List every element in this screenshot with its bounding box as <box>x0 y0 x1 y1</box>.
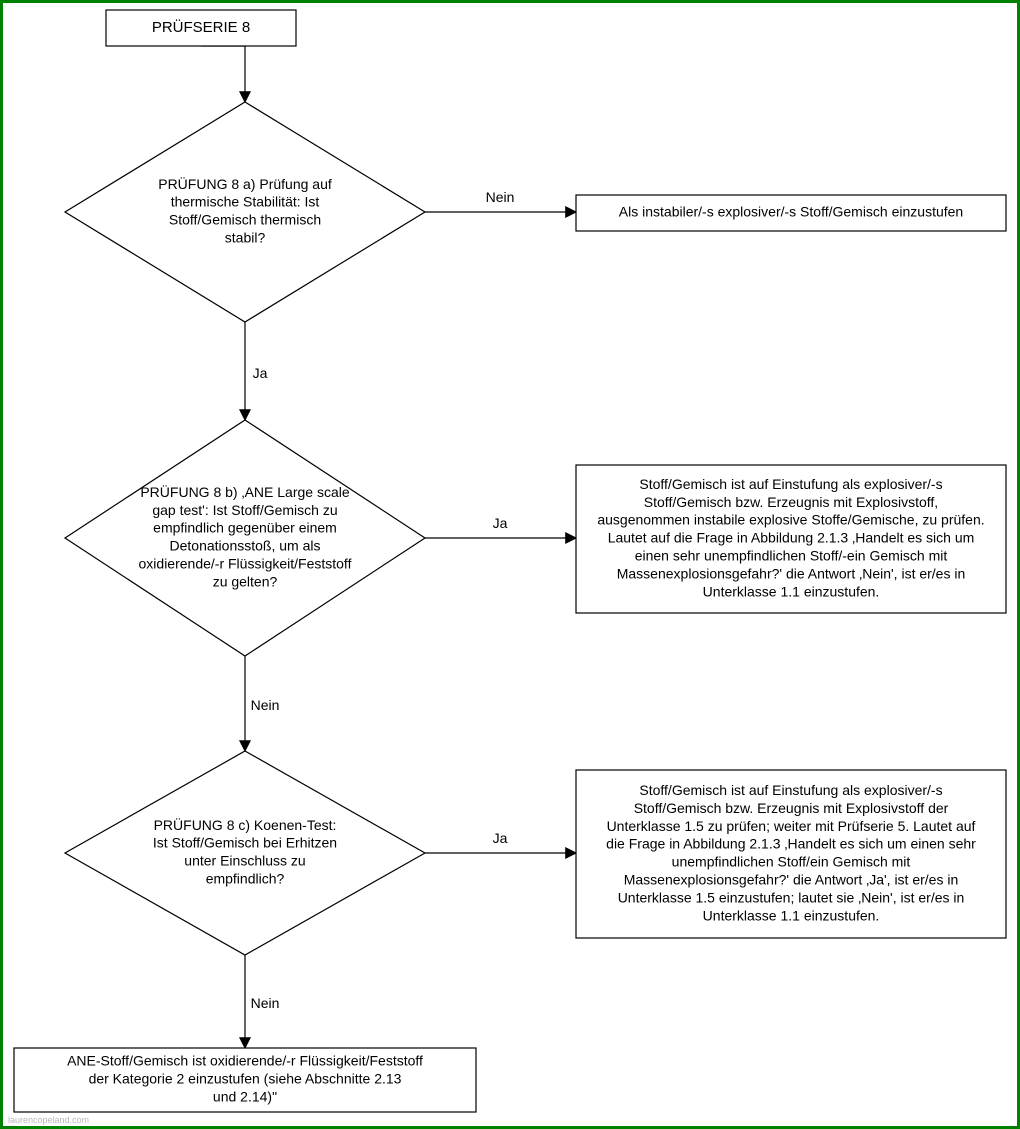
r3-line-3: die Frage in Abbildung 2.1.3 ‚Handelt es… <box>606 836 976 852</box>
end-line-0: ANE-Stoff/Gemisch ist oxidierende/-r Flü… <box>67 1053 423 1069</box>
r2-line-5: Massenexplosionsgefahr?' die Antwort ‚Ne… <box>617 565 966 581</box>
node-start: PRÜFSERIE 8 <box>106 10 296 46</box>
r3-line-0: Stoff/Gemisch ist auf Einstufung als exp… <box>639 782 942 798</box>
r2-line-1: Stoff/Gemisch bzw. Erzeugnis mit Explosi… <box>644 494 938 510</box>
d1-line-2: Stoff/Gemisch thermisch <box>169 212 321 228</box>
d2-line-1: gap test': Ist Stoff/Gemisch zu <box>152 502 337 518</box>
watermark: laurencopeland.com <box>8 1115 89 1125</box>
r3-line-2: Unterklasse 1.5 zu prüfen; weiter mit Pr… <box>607 818 976 834</box>
d3-line-1: Ist Stoff/Gemisch bei Erhitzen <box>153 835 337 851</box>
end-line-1: der Kategorie 2 einzustufen (siehe Absch… <box>89 1071 402 1087</box>
node-d2: PRÜFUNG 8 b) ‚ANE Large scale gap test': … <box>65 420 425 656</box>
r3-line-4: unempfindlichen Stoff/ein Gemisch mit <box>672 854 911 870</box>
edge-label-d3-r3: Ja <box>493 830 508 846</box>
nodes-layer: PRÜFSERIE 8 PRÜFUNG 8 a) Prüfung auf therm… <box>14 10 1006 1112</box>
d2-line-3: Detonationsstoß, um als <box>170 538 321 554</box>
node-r3: Stoff/Gemisch ist auf Einstufung als exp… <box>576 770 1006 938</box>
r3-line-5: Massenexplosionsgefahr?' die Antwort ‚Ja… <box>624 872 959 888</box>
edge-label-d2-d3: Nein <box>251 697 280 713</box>
flowchart-canvas: laurencopeland.comNeinJaJaNeinJaNeinPRÜF… <box>0 0 1020 1129</box>
edge-start-d1 <box>201 46 245 102</box>
edge-label-d3-end: Nein <box>251 995 280 1011</box>
r2-line-0: Stoff/Gemisch ist auf Einstufung als exp… <box>639 476 942 492</box>
d1-line-1: thermische Stabilität: Ist <box>171 194 320 210</box>
r2-line-6: Unterklasse 1.1 einzustufen. <box>703 583 880 599</box>
end-line-2: und 2.14)" <box>213 1089 277 1105</box>
edge-label-d2-r2: Ja <box>493 515 508 531</box>
d3-line-2: unter Einschluss zu <box>184 853 305 869</box>
d3-line-0: PRÜFUNG 8 c) Koenen-Test: <box>154 816 337 833</box>
node-r2: Stoff/Gemisch ist auf Einstufung als exp… <box>576 465 1006 613</box>
r3-line-6: Unterklasse 1.5 einzustufen; lautet sie … <box>618 889 965 905</box>
r3-line-1: Stoff/Gemisch bzw. Erzeugnis mit Explosi… <box>634 800 949 816</box>
d3-line-3: empfindlich? <box>206 871 285 887</box>
r2-line-4: einen sehr unempfindlichen Stoff/-ein Ge… <box>635 548 948 564</box>
d2-line-0: PRÜFUNG 8 b) ‚ANE Large scale <box>140 483 350 500</box>
edge-label-d1-r1: Nein <box>486 189 515 205</box>
d1-line-0: PRÜFUNG 8 a) Prüfung auf <box>158 175 332 192</box>
r2-line-2: ausgenommen instabile explosive Stoffe/G… <box>597 512 984 528</box>
node-r1: Als instabiler/-s explosiver/-s Stoff/Ge… <box>576 195 1006 231</box>
node-d1: PRÜFUNG 8 a) Prüfung auf thermische Stabi… <box>65 102 425 322</box>
d1-line-3: stabil? <box>225 230 266 246</box>
start-line-0: PRÜFSERIE 8 <box>152 18 250 36</box>
r3-line-7: Unterklasse 1.1 einzustufen. <box>703 907 880 923</box>
node-d3: PRÜFUNG 8 c) Koenen-Test: Ist Stoff/Gemis… <box>65 751 425 955</box>
r1-line-0: Als instabiler/-s explosiver/-s Stoff/Ge… <box>619 204 963 220</box>
d2-line-2: empfindlich gegenüber einem <box>153 520 337 536</box>
node-end: ANE-Stoff/Gemisch ist oxidierende/-r Flü… <box>14 1048 476 1112</box>
d2-line-5: zu gelten? <box>213 573 278 589</box>
d2-line-4: oxidierende/-r Flüssigkeit/Feststoff <box>139 556 352 572</box>
r2-line-3: Lautet auf die Frage in Abbildung 2.1.3 … <box>608 530 975 546</box>
edge-label-d1-d2: Ja <box>253 365 268 381</box>
